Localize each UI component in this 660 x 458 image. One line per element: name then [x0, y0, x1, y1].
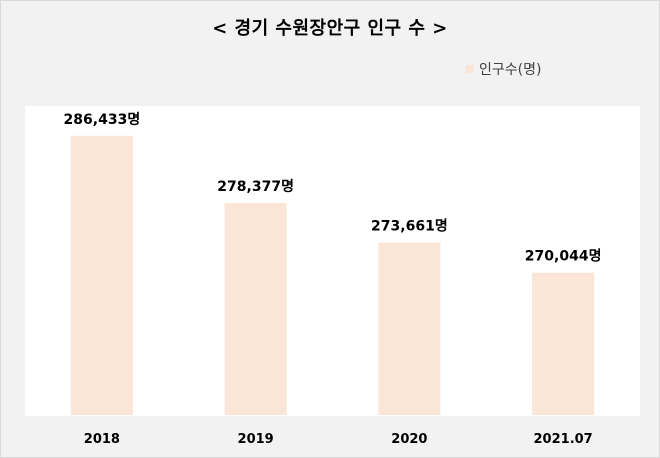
bar-2020: [378, 242, 441, 415]
bar-2019: [224, 203, 287, 415]
chart-title: < 경기 수원장안구 인구 수 >: [212, 18, 448, 39]
bar-2021.07: [532, 272, 595, 415]
bar-2018: [70, 135, 133, 415]
legend-swatch: [466, 65, 474, 73]
x-tick-label: 2019: [238, 432, 274, 447]
data-label: 286,433명: [64, 111, 141, 128]
data-label: 273,661명: [371, 217, 448, 234]
x-tick-label: 2018: [84, 432, 120, 447]
x-tick-label: 2020: [391, 432, 427, 447]
legend-label: 인구수(명): [479, 62, 542, 78]
legend: 인구수(명): [466, 59, 541, 79]
data-label: 270,044명: [525, 248, 602, 265]
data-label: 278,377명: [217, 178, 294, 195]
x-tick-label: 2021.07: [534, 432, 593, 447]
